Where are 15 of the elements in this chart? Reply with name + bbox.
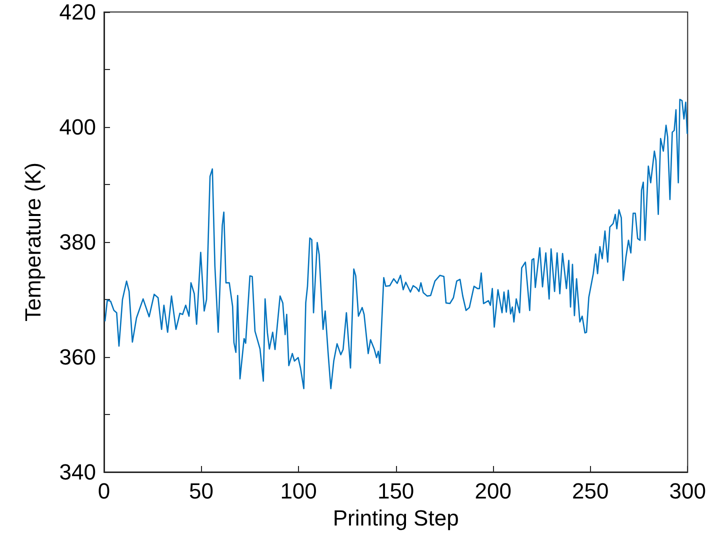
y-axis-title: Temperature (K) — [20, 162, 46, 322]
x-tick-label: 250 — [572, 478, 609, 504]
x-tick-label: 50 — [189, 478, 214, 504]
y-tick-label: 340 — [59, 460, 96, 484]
x-tick-label: 300 — [669, 478, 706, 504]
x-tick-label: 200 — [474, 478, 512, 504]
y-tick-label: 420 — [59, 0, 96, 24]
x-axis-title: Printing Step — [332, 505, 459, 530]
line-series — [104, 98, 688, 390]
x-tick-label: 150 — [377, 478, 414, 504]
y-tick-label: 360 — [59, 344, 96, 370]
x-tick-label: 0 — [98, 478, 110, 504]
y-tick-label: 380 — [59, 230, 96, 254]
x-tick-label: 100 — [280, 478, 317, 504]
y-tick-label: 400 — [59, 114, 96, 140]
